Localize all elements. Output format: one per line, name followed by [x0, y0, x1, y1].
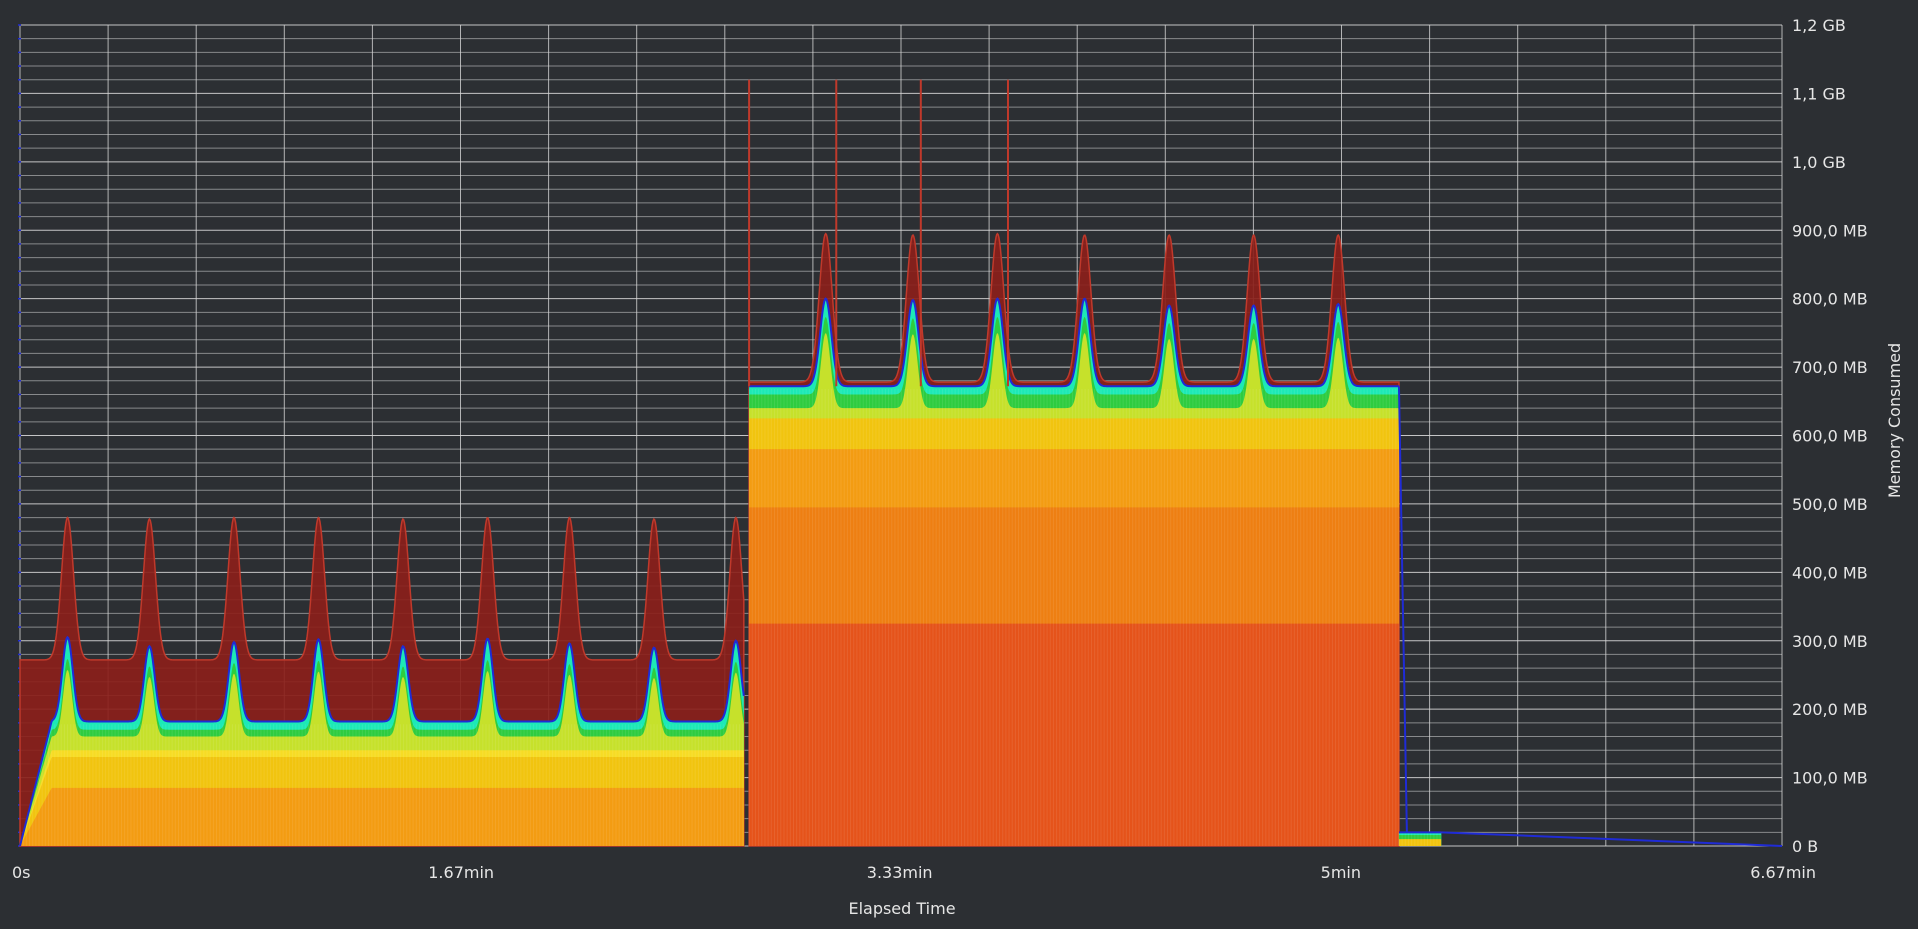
- total-memory-line: [749, 297, 1399, 388]
- total-memory-line: [19, 635, 745, 847]
- y-tick-label: 600,0 MB: [1792, 427, 1868, 446]
- total-memory-line: [1441, 831, 1783, 847]
- y-tick-label: 900,0 MB: [1792, 221, 1868, 240]
- x-axis-title: Elapsed Time: [848, 899, 955, 918]
- y-tick-label: 1,1 GB: [1792, 84, 1846, 103]
- total-memory-line: [1397, 386, 1408, 833]
- y-tick-label: 200,0 MB: [1792, 700, 1868, 719]
- heap-texture: [1398, 832, 1441, 846]
- x-tick-label: 0s: [12, 863, 31, 882]
- x-tick-label: 6.67min: [1750, 863, 1816, 882]
- heap-texture: [22, 724, 744, 846]
- y-tick-label: 0 B: [1792, 837, 1818, 856]
- heap-layer-area: [20, 787, 744, 846]
- y-tick-label: 300,0 MB: [1792, 632, 1868, 651]
- y-tick-label: 100,0 MB: [1792, 769, 1868, 788]
- y-tick-label: 800,0 MB: [1792, 290, 1868, 309]
- y-tick-label: 1,2 GB: [1792, 16, 1846, 35]
- y-axis-title: Memory Consumed: [1885, 343, 1904, 498]
- heap-layer-area: [749, 623, 1399, 846]
- heap-texture: [748, 388, 1400, 846]
- x-tick-label: 3.33min: [867, 863, 933, 882]
- y-tick-label: 400,0 MB: [1792, 563, 1868, 582]
- axis-labels: 0 B 100,0 MB 200,0 MB 300,0 MB 400,0 MB 500,0…: [12, 16, 1868, 882]
- y-tick-label: 500,0 MB: [1792, 495, 1868, 514]
- x-tick-label: 1.67min: [428, 863, 494, 882]
- y-tick-label: 700,0 MB: [1792, 358, 1868, 377]
- x-tick-label: 5min: [1321, 863, 1361, 882]
- heap-layer-area: [1398, 839, 1442, 846]
- y-tick-label: 1,0 GB: [1792, 153, 1846, 172]
- series-areas: [19, 79, 1783, 847]
